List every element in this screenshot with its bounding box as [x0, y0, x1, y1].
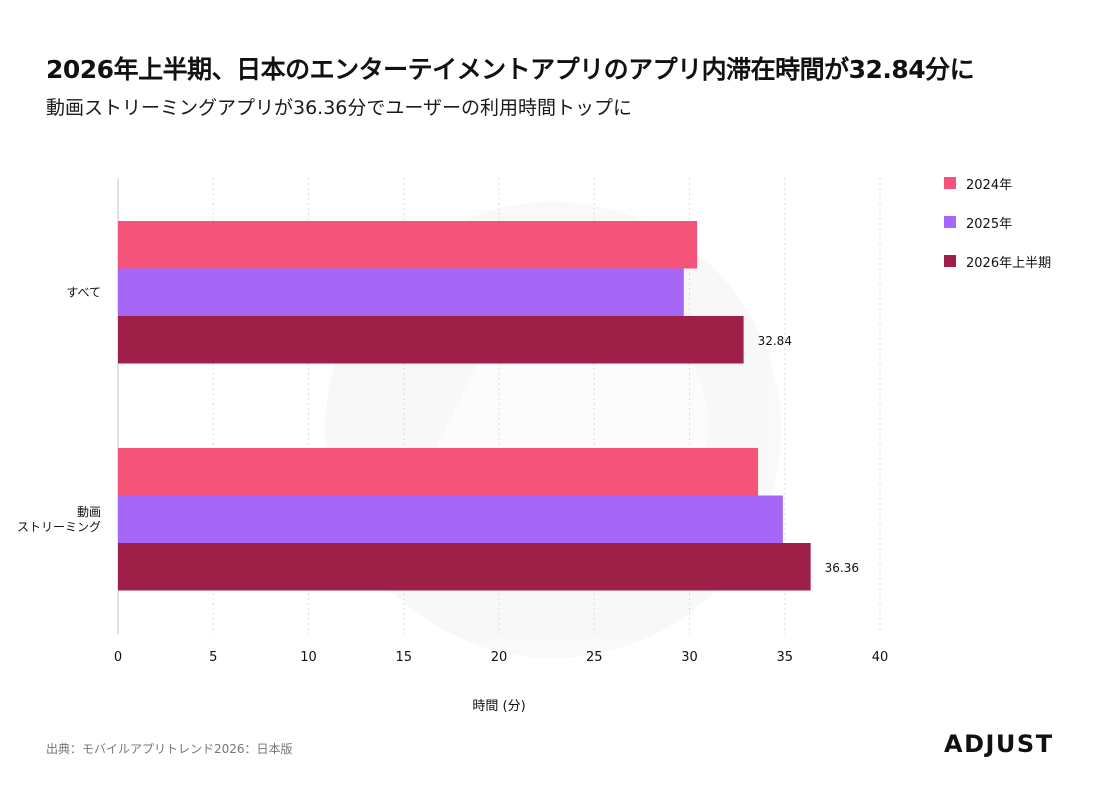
- x-tick-label-0: 0: [114, 650, 122, 665]
- category-label-0-0: すべて: [66, 285, 101, 299]
- legend-swatch-2026h1: [944, 255, 956, 267]
- x-tick-label-5: 5: [209, 650, 217, 665]
- legend-label-2024: 2024年: [966, 177, 1013, 193]
- x-axis-label: 時間 (分): [472, 699, 525, 714]
- x-tick-label-25: 25: [586, 650, 603, 665]
- chart-subtitle: 動画ストリーミングアプリが36.36分でユーザーの利用時間トップに: [46, 97, 633, 119]
- bar-0-0: [118, 221, 698, 269]
- legend-item-2026h1: 2026年上半期: [944, 251, 1051, 271]
- x-tick-label-30: 30: [681, 650, 698, 665]
- legend-item-2025: 2025年: [944, 212, 1051, 232]
- legend-label-2025: 2025年: [966, 216, 1013, 232]
- bar-1-1: [118, 495, 783, 543]
- legend: 2024年 2025年 2026年上半期: [944, 173, 1051, 290]
- bar-1-0: [118, 448, 759, 496]
- legend-swatch-2024: [944, 177, 956, 189]
- source-note: 出典：モバイルアプリトレンド2026：日本版: [46, 742, 293, 756]
- category-label-1-1: ストリーミング: [17, 520, 101, 534]
- data-label-1: 36.36: [825, 561, 859, 575]
- x-tick-label-35: 35: [776, 650, 793, 665]
- x-tick-label-40: 40: [872, 650, 889, 665]
- bar-0-2: [118, 316, 744, 364]
- legend-label-2026h1: 2026年上半期: [966, 255, 1052, 271]
- x-tick-label-10: 10: [300, 650, 317, 665]
- bar-1-2: [118, 543, 811, 591]
- data-label-0: 32.84: [758, 334, 792, 348]
- chart-title: 2026年上半期、日本のエンターテイメントアプリのアプリ内滞在時間が32.84分…: [46, 55, 975, 84]
- category-label-1-0: 動画: [77, 505, 101, 519]
- bar-0-1: [118, 268, 684, 316]
- legend-item-2024: 2024年: [944, 173, 1051, 193]
- x-tick-label-20: 20: [491, 650, 508, 665]
- adjust-logo: ADJUST: [944, 730, 1054, 758]
- x-tick-label-15: 15: [395, 650, 412, 665]
- legend-swatch-2025: [944, 216, 956, 228]
